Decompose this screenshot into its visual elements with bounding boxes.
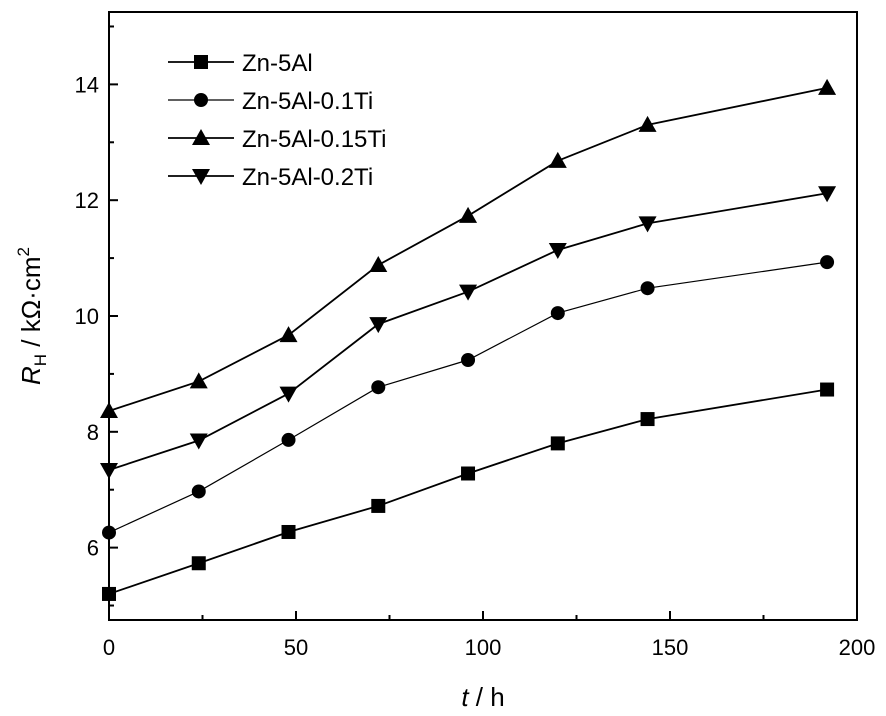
- series-line: [108, 86, 828, 412]
- x-tick-label: 100: [465, 635, 502, 660]
- data-point: [818, 78, 837, 95]
- series-line: [108, 192, 828, 471]
- x-tick-label: 150: [652, 635, 689, 660]
- data-point: [818, 186, 837, 203]
- data-point: [550, 306, 565, 321]
- legend-marker: [192, 169, 210, 185]
- data-point: [548, 151, 567, 168]
- series-1: [102, 255, 835, 540]
- series-0: [102, 382, 835, 601]
- data-point: [548, 242, 567, 259]
- data-point: [461, 353, 476, 368]
- y-tick-label: 6: [87, 536, 99, 561]
- data-point: [281, 524, 296, 539]
- series-2: [100, 78, 837, 418]
- data-point: [371, 380, 386, 395]
- data-point: [102, 525, 116, 540]
- legend-label: Zn-5Al: [242, 50, 313, 77]
- legend-marker: [194, 55, 208, 69]
- data-point: [638, 115, 657, 132]
- series-line: [108, 261, 828, 534]
- data-point: [640, 281, 655, 296]
- legend-label: Zn-5Al-0.15Ti: [242, 126, 387, 153]
- data-point: [189, 433, 208, 450]
- data-point: [640, 412, 655, 427]
- data-point: [191, 484, 206, 499]
- data-point: [279, 326, 298, 343]
- data-point: [461, 466, 476, 481]
- legend-item-2: Zn-5Al-0.15Ti: [168, 126, 387, 153]
- data-point: [459, 206, 478, 223]
- y-tick-label: 12: [75, 188, 99, 213]
- plot-frame: [108, 11, 858, 621]
- y-tick-label: 14: [75, 72, 99, 97]
- data-point: [820, 255, 835, 270]
- legend-label: Zn-5Al-0.1Ti: [242, 88, 373, 115]
- x-tick-label: 0: [103, 635, 115, 660]
- legend: Zn-5Al Zn-5Al-0.1Ti Zn-5Al-0.15Ti Zn-5Al-0.…: [168, 50, 387, 191]
- axis-ticks: 0 50 100 150 200 6 8 10 12 14: [75, 25, 876, 660]
- legend-marker: [192, 129, 210, 145]
- data-point: [279, 386, 298, 403]
- y-tick-label: 10: [75, 304, 99, 329]
- data-point: [369, 256, 388, 273]
- series-line: [108, 388, 828, 595]
- legend-item-0: Zn-5Al: [168, 50, 313, 77]
- data-point: [820, 382, 835, 397]
- data-point: [102, 586, 116, 601]
- data-point: [459, 284, 478, 301]
- legend-item-3: Zn-5Al-0.2Ti: [168, 164, 373, 191]
- series-layer: [100, 78, 837, 601]
- legend-marker: [194, 93, 208, 107]
- data-point: [100, 401, 118, 418]
- data-point: [638, 216, 657, 233]
- data-point: [550, 436, 565, 451]
- data-point: [281, 432, 296, 447]
- y-tick-label: 8: [87, 420, 99, 445]
- series-3: [100, 186, 837, 480]
- data-point: [191, 556, 206, 571]
- data-point: [189, 372, 208, 389]
- data-point: [371, 498, 386, 513]
- data-point: [369, 317, 388, 334]
- legend-label: Zn-5Al-0.2Ti: [242, 164, 373, 191]
- data-point: [100, 463, 118, 480]
- x-axis-label: t / h: [461, 682, 504, 712]
- y-axis-label: RH / kΩ·cm2: [14, 247, 50, 385]
- x-tick-label: 50: [284, 635, 308, 660]
- x-tick-label: 200: [839, 635, 876, 660]
- legend-item-1: Zn-5Al-0.1Ti: [168, 88, 373, 115]
